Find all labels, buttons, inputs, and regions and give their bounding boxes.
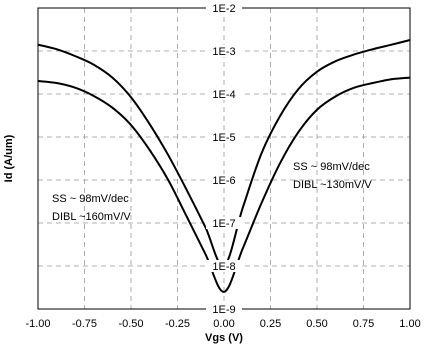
y-tick-label-background: [206, 174, 242, 186]
y-tick-label: 1E-3: [212, 46, 235, 58]
y-tick-label: 1E-9: [212, 304, 235, 316]
y-tick-label-background: [206, 217, 242, 229]
y-tick-label: 1E-7: [212, 218, 235, 230]
x-axis-label: Vgs (V): [205, 332, 243, 344]
x-tick-label: -0.50: [118, 318, 143, 330]
annotation-left: SS ~ 98mV/dec DIBL ~160mV/V: [52, 193, 131, 223]
series-line-2: [37, 76, 411, 293]
y-tick-label-background: [206, 260, 242, 272]
y-tick-labels: 1E-9 1E-8 1E-7 1E-6 1E-5 1E-4 1E-3 1E-2: [206, 2, 242, 316]
y-tick-label: 1E-2: [212, 3, 235, 15]
x-tick-label: 1.00: [399, 318, 420, 330]
annotation-right: SS ~ 98mV/dec DIBL ~130mV/V: [293, 161, 372, 191]
x-tick-label: -1.00: [25, 318, 50, 330]
x-tick-label: 0.00: [213, 318, 234, 330]
y-tick-label-background: [206, 131, 242, 143]
y-tick-label-background: [206, 88, 242, 100]
y-tick-label: 1E-4: [212, 89, 235, 101]
annotation-line: SS ~ 98mV/dec: [293, 161, 370, 173]
y-tick-label-background: [206, 303, 242, 315]
x-tick-label: -0.75: [72, 318, 97, 330]
x-tick-label: 0.75: [353, 318, 374, 330]
y-tick-label-background: [206, 2, 242, 14]
annotations: SS ~ 98mV/dec DIBL ~160mV/V SS ~ 98mV/dec D…: [52, 161, 372, 223]
x-tick-label: 0.25: [260, 318, 281, 330]
annotation-line: SS ~ 98mV/dec: [52, 193, 129, 205]
x-tick-label: 0.50: [306, 318, 327, 330]
y-tick-label: 1E-8: [212, 261, 235, 273]
annotation-line: DIBL ~160mV/V: [52, 211, 131, 223]
annotation-line: DIBL ~130mV/V: [293, 179, 372, 191]
y-tick-label: 1E-6: [212, 175, 235, 187]
grid: [38, 8, 410, 309]
y-tick-label-background: [206, 45, 242, 57]
x-tick-label: -0.25: [165, 318, 190, 330]
x-tick-labels: -1.00 -0.75 -0.50 -0.25 0.00 0.25 0.50 0.75 1.00: [25, 318, 420, 330]
y-axis-label: Id (A/um): [3, 134, 15, 182]
y-tick-label: 1E-5: [212, 132, 235, 144]
